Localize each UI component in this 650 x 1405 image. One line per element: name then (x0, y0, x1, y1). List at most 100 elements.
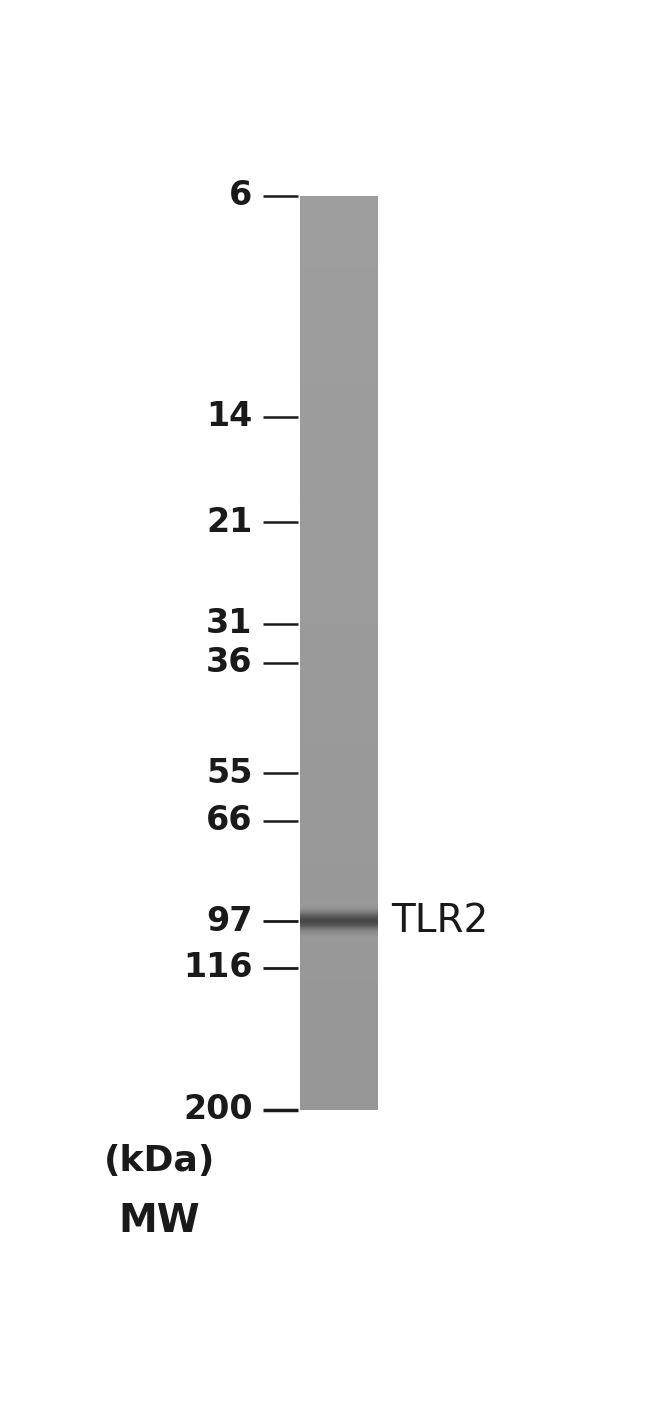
Bar (300, 738, 378, 740)
Bar (300, 948, 378, 951)
Bar (300, 1061, 378, 1064)
Bar (300, 242, 378, 244)
Bar (300, 821, 378, 823)
Bar (300, 430, 378, 433)
Bar (300, 763, 378, 766)
Bar (300, 433, 378, 437)
Bar (300, 860, 378, 863)
Bar (300, 448, 378, 451)
Bar (300, 936, 378, 939)
Bar (300, 939, 378, 943)
Bar (300, 714, 378, 717)
Bar (300, 540, 378, 542)
Bar (300, 565, 378, 568)
Bar (300, 1064, 378, 1068)
Bar (300, 524, 378, 528)
Bar (300, 547, 378, 549)
Bar (300, 424, 378, 427)
Bar (300, 391, 378, 393)
Bar (300, 818, 378, 821)
Bar (300, 1071, 378, 1073)
Bar (300, 1040, 378, 1043)
Bar (300, 756, 378, 759)
Bar (300, 198, 378, 202)
Bar (300, 917, 378, 920)
Bar (300, 1037, 378, 1040)
Bar (300, 445, 378, 448)
Bar (300, 1104, 378, 1107)
Bar (300, 774, 378, 777)
Bar (300, 982, 378, 985)
Bar (300, 993, 378, 998)
Bar (300, 878, 378, 881)
Bar (300, 1055, 378, 1058)
Bar (300, 842, 378, 844)
Text: 6: 6 (229, 180, 252, 212)
Bar (300, 930, 378, 933)
Bar (300, 506, 378, 510)
Bar (300, 967, 378, 969)
Bar (300, 766, 378, 769)
Bar (300, 729, 378, 732)
Bar (300, 951, 378, 954)
Bar (300, 299, 378, 302)
Bar (300, 534, 378, 537)
Bar (300, 336, 378, 339)
Bar (300, 792, 378, 797)
Text: 21: 21 (206, 506, 252, 538)
Bar (300, 1086, 378, 1089)
Bar (300, 271, 378, 275)
Bar (300, 875, 378, 878)
Bar (300, 777, 378, 781)
Bar (300, 253, 378, 257)
Bar (300, 315, 378, 318)
Bar (300, 518, 378, 521)
Bar (300, 753, 378, 756)
Bar (300, 894, 378, 896)
Bar (300, 360, 378, 364)
Bar (300, 244, 378, 247)
Bar (300, 863, 378, 865)
Bar (300, 873, 378, 875)
Bar (300, 464, 378, 466)
Bar (300, 537, 378, 540)
Bar (300, 597, 378, 601)
Bar (300, 964, 378, 967)
Bar (300, 604, 378, 607)
Bar (300, 473, 378, 476)
Bar (300, 375, 378, 378)
Bar (300, 1027, 378, 1031)
Bar (300, 1009, 378, 1012)
Bar (300, 902, 378, 906)
Bar (300, 382, 378, 385)
Bar (300, 202, 378, 205)
Bar (300, 592, 378, 594)
Bar (300, 1048, 378, 1052)
Bar (300, 586, 378, 589)
Bar (300, 620, 378, 622)
Bar (300, 348, 378, 351)
Bar (300, 813, 378, 818)
Bar (300, 906, 378, 909)
Bar (300, 1030, 378, 1034)
Bar (300, 294, 378, 296)
Bar (300, 492, 378, 495)
Bar (300, 1052, 378, 1055)
Bar (300, 667, 378, 672)
Bar (300, 278, 378, 281)
Bar (300, 229, 378, 232)
Bar (300, 617, 378, 620)
Bar (300, 378, 378, 382)
Bar (300, 552, 378, 555)
Bar (300, 357, 378, 360)
Bar (300, 969, 378, 972)
Bar (300, 333, 378, 336)
Bar (300, 649, 378, 653)
Bar (300, 221, 378, 223)
Bar (300, 437, 378, 440)
Bar (300, 268, 378, 271)
Bar (300, 628, 378, 631)
Bar (300, 693, 378, 695)
Bar (300, 497, 378, 500)
Bar (300, 235, 378, 239)
